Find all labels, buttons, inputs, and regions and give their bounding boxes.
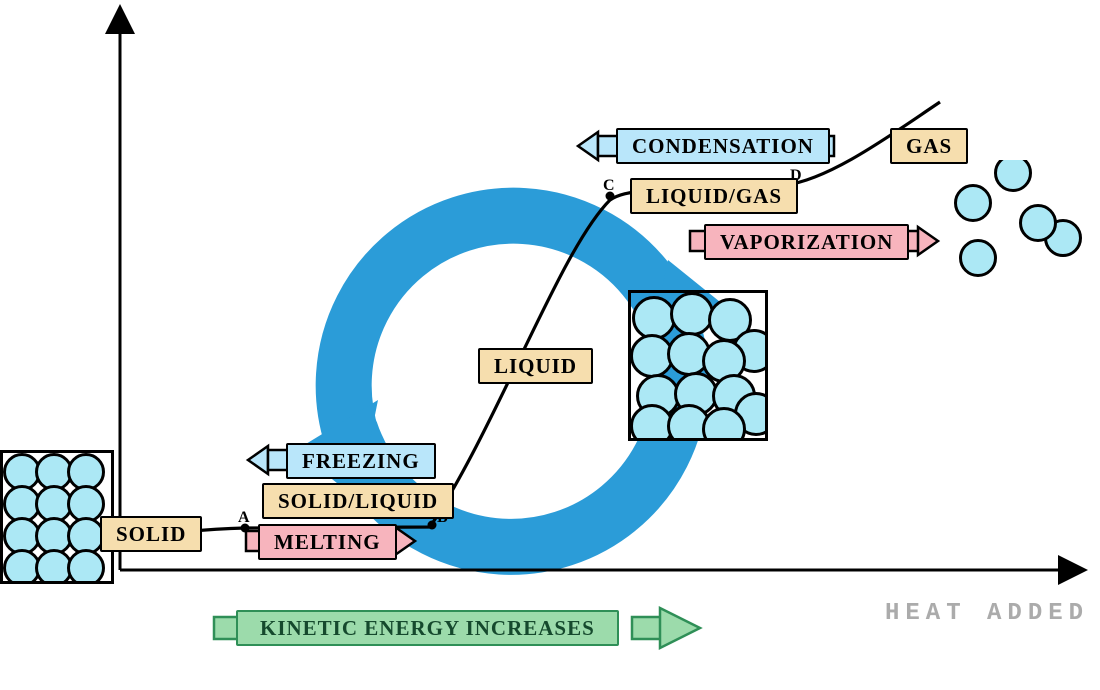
label-kinetic: KINETIC ENERGY INCREASES <box>236 610 619 646</box>
liquid-particles <box>628 290 768 441</box>
label-liquid-gas: LIQUID/GAS <box>630 178 798 214</box>
diagram-svg: A B C D <box>0 0 1100 690</box>
gas-particles <box>950 160 1100 290</box>
svg-text:A: A <box>238 509 250 526</box>
label-melting: MELTING <box>258 524 397 560</box>
label-freezing: FREEZING <box>286 443 436 479</box>
label-condensation: CONDENSATION <box>616 128 830 164</box>
svg-text:C: C <box>603 177 615 194</box>
label-liquid: LIQUID <box>478 348 593 384</box>
solid-particles <box>0 450 114 584</box>
label-vaporization: VAPORIZATION <box>704 224 909 260</box>
heating-curve <box>120 102 940 540</box>
label-solid: SOLID <box>100 516 202 552</box>
label-solid-liquid: SOLID/LIQUID <box>262 483 454 519</box>
label-gas: GAS <box>890 128 968 164</box>
x-axis-label: HEAT ADDED <box>885 600 1089 627</box>
